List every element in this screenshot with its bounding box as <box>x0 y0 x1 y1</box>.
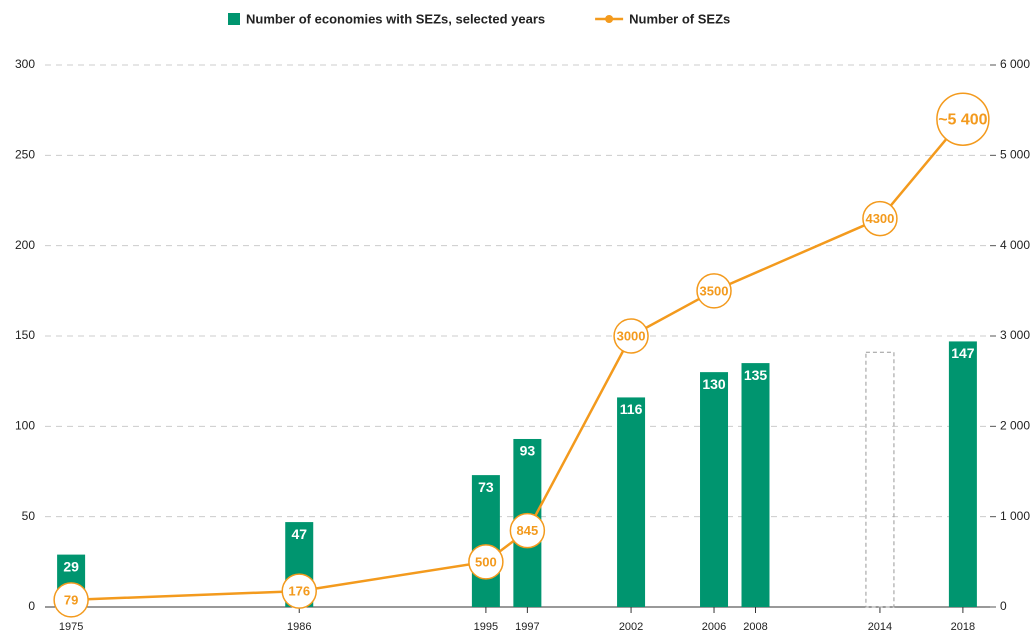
y-tick-label: 50 <box>22 509 36 523</box>
point <box>509 512 546 549</box>
x-tick-label: 1997 <box>515 621 539 631</box>
y2-tick-label: 6 000 <box>1000 57 1030 71</box>
y2-tick-label: 4 000 <box>1000 238 1030 252</box>
bar <box>471 475 500 607</box>
y2-tick-label: 5 000 <box>1000 148 1030 162</box>
bar <box>865 351 895 608</box>
x-tick-label: 2002 <box>619 621 643 631</box>
bar <box>741 363 770 607</box>
y-tick-label: 0 <box>28 599 35 613</box>
point <box>696 273 732 309</box>
y2-tick-label: 1 000 <box>1000 509 1030 523</box>
point <box>53 582 89 618</box>
x-tick-label: 2008 <box>743 621 767 631</box>
point <box>936 92 990 146</box>
x-tick-label: 1986 <box>287 621 311 631</box>
legend-dot <box>605 15 614 23</box>
x-tick-label: 2014 <box>868 621 892 631</box>
y-tick-label: 250 <box>15 148 35 162</box>
bar-label: 135 <box>744 367 768 383</box>
point-label: 3000 <box>617 328 646 343</box>
point-label: 4300 <box>865 211 894 226</box>
x-tick-label: 1995 <box>474 621 498 631</box>
y2-tick-label: 3 000 <box>1000 328 1030 342</box>
bar-label: 29 <box>63 558 79 574</box>
legend-swatch <box>228 13 240 25</box>
bar-label: 93 <box>520 443 536 459</box>
point <box>281 573 317 609</box>
bar <box>617 397 646 607</box>
point-label: 176 <box>288 584 310 599</box>
y-tick-label: 300 <box>15 57 35 71</box>
bar-label: 130 <box>702 376 726 392</box>
point-label: 79 <box>64 592 78 607</box>
line <box>71 118 964 602</box>
point <box>613 318 649 354</box>
point-label: ~5 400 <box>938 111 987 128</box>
y-tick-label: 200 <box>15 238 35 252</box>
bar-label: 116 <box>620 401 643 417</box>
bar-label: 73 <box>478 479 494 495</box>
x-tick-label: 2006 <box>702 621 726 631</box>
point <box>468 544 504 580</box>
bar <box>948 341 977 607</box>
y-tick-label: 100 <box>15 419 35 433</box>
point-label: 3500 <box>700 283 729 298</box>
y2-tick-label: 0 <box>1000 599 1007 613</box>
legend-label: Number of SEZs <box>629 11 730 26</box>
y-tick-label: 150 <box>15 328 35 342</box>
y2-tick-label: 2 000 <box>1000 419 1030 433</box>
bar-label: 47 <box>291 526 307 542</box>
point <box>862 200 898 237</box>
point-label: 845 <box>517 523 539 538</box>
legend-label: Number of economies with SEZs, selected … <box>246 11 545 26</box>
bar <box>700 372 729 607</box>
x-tick-label: 1975 <box>59 621 83 631</box>
x-tick-label: 2018 <box>951 621 975 631</box>
bar-label: 147 <box>951 345 975 361</box>
point-label: 500 <box>475 554 497 569</box>
